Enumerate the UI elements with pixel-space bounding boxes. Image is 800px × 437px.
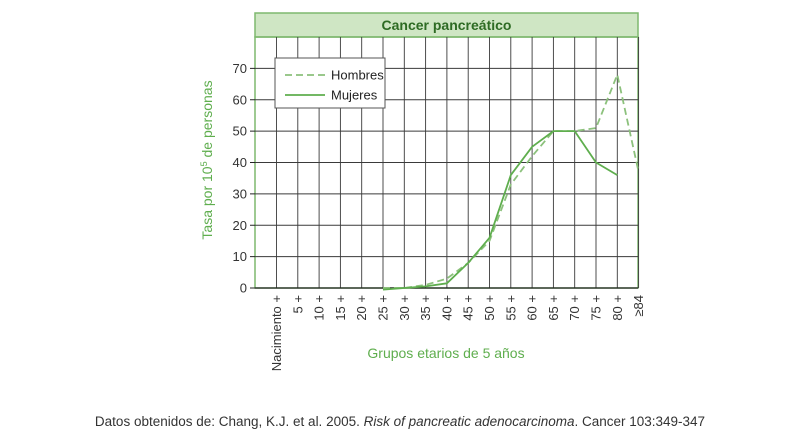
x-tick-label: 50 + — [482, 295, 497, 321]
x-tick-label: 70 + — [567, 295, 582, 321]
y-tick-label: 20 — [233, 218, 247, 233]
x-tick-label: 30 + — [397, 295, 412, 321]
series — [382, 73, 640, 291]
x-tick-label: ≥84 — [631, 295, 646, 317]
chart: Cancer pancreático 0 10 20 30 40 50 60 70 Nacim… — [199, 12, 646, 371]
x-tick-label: 55 + — [503, 295, 518, 321]
y-tick-label: 10 — [233, 249, 247, 264]
source-citation: Datos obtenidos de: Chang, K.J. et al. 2… — [0, 414, 800, 429]
x-tick-label: 40 + — [439, 295, 454, 321]
source-prefix: Datos obtenidos de: Chang, K.J. et al. 2… — [94, 414, 364, 429]
y-tick-label: 50 — [233, 124, 247, 139]
legend-label-hombres: Hombres — [331, 68, 384, 83]
x-tick-label: 45 + — [461, 295, 476, 321]
x-axis-title: Grupos etarios de 5 años — [367, 345, 524, 361]
x-tick-label: 25 + — [376, 295, 391, 321]
x-tick-labels: Nacimiento + 5 + 10 + 15 + 20 + 25 + 30 + 35 + 4… — [269, 295, 646, 371]
chart-title-band — [254, 12, 639, 38]
chart-title: Cancer pancreático — [382, 17, 512, 33]
series-line-hombres — [383, 73, 640, 289]
series-line-mujeres — [382, 130, 618, 291]
x-tick-label: 60 + — [525, 295, 540, 321]
y-tick-label: 40 — [233, 155, 247, 170]
y-tick-label: 30 — [233, 186, 247, 201]
source-suffix: . Cancer 103:349-347 — [574, 414, 706, 429]
legend: Hombres Mujeres — [274, 57, 386, 109]
y-tick-label: 0 — [240, 281, 247, 296]
y-axis-title: Tasa por 105 de personas — [199, 80, 215, 239]
x-tick-label: 80 + — [610, 295, 625, 321]
x-tick-label: 35 + — [418, 295, 433, 321]
x-tick-label: 20 + — [354, 295, 369, 321]
x-tick-label: 75 + — [589, 295, 604, 321]
x-tick-label: 65 + — [546, 295, 561, 321]
y-tick-label: 60 — [233, 92, 247, 107]
x-tick-label: Nacimiento + — [269, 295, 284, 371]
legend-box — [274, 57, 386, 109]
x-tick-label: 10 + — [312, 295, 327, 321]
y-tick-labels: 0 10 20 30 40 50 60 70 — [233, 61, 255, 296]
x-tick-label: 15 + — [333, 295, 348, 321]
source-title: Risk of pancreatic adenocarcinoma — [363, 414, 575, 429]
legend-label-mujeres: Mujeres — [331, 88, 378, 103]
x-tick-label: 5 + — [290, 295, 305, 313]
y-tick-label: 70 — [233, 61, 247, 76]
